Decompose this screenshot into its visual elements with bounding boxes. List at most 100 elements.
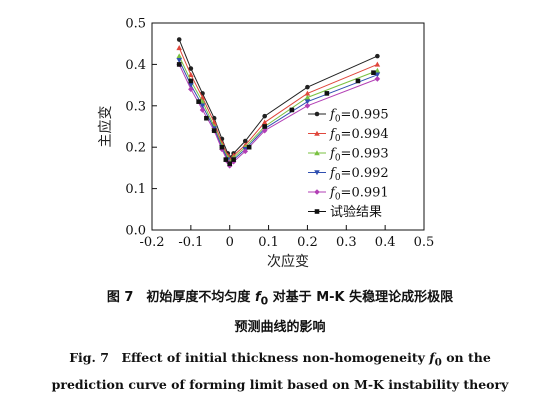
legend-value: =0.994 <box>341 127 389 142</box>
caption-en-symbol: f <box>429 350 435 365</box>
legend-label: 试验结果 <box>330 204 382 220</box>
data-point <box>261 119 268 125</box>
caption-zh-prefix: 图 7 初始厚度不均匀度 <box>106 290 255 305</box>
series-line <box>178 47 378 161</box>
legend-value: =0.993 <box>341 147 389 162</box>
data-point <box>261 127 268 134</box>
caption-en-line-2: prediction curve of forming limit based … <box>51 377 509 392</box>
legend-item-0: f0=0.995 <box>308 108 389 125</box>
y-tick-label: 0.2 <box>125 141 146 156</box>
plot-border <box>151 22 425 231</box>
legend-label: f0=0.993 <box>329 147 389 164</box>
x-tick-label: 0 <box>226 235 234 250</box>
legend-item-1: f0=0.994 <box>308 127 389 144</box>
legend-symbol-sub: 0 <box>335 115 341 125</box>
data-point <box>375 53 380 59</box>
y-tick-label: 0.3 <box>125 99 146 114</box>
x-tick-label: -0.1 <box>178 235 203 250</box>
legend-symbol-sub: 0 <box>335 134 341 144</box>
x-tick-label: 0.4 <box>375 235 396 250</box>
data-point <box>374 72 381 78</box>
forming-limit-chart: -0.2 -0.1 0 0.1 0.2 0.3 0.4 0.5 0.0 0.1 0.2 0.3 0.4 0… <box>97 17 435 271</box>
data-point <box>188 71 194 77</box>
y-tick-label: 0.0 <box>125 224 146 239</box>
data-point <box>374 67 381 73</box>
legend-label: f0=0.991 <box>329 186 389 203</box>
legend-symbol-sub: 0 <box>335 193 341 203</box>
data-point <box>188 82 194 88</box>
data-point <box>242 148 249 155</box>
legend-marker <box>314 130 320 136</box>
legend-marker <box>314 170 320 176</box>
experiment-point <box>176 62 182 67</box>
data-point <box>176 53 182 59</box>
experiment-point <box>188 78 194 84</box>
x-tick-label: -0.2 <box>139 235 164 250</box>
experiment-point <box>219 144 225 150</box>
experiment-point <box>196 99 201 104</box>
experiment-point <box>289 107 295 113</box>
data-point <box>304 90 311 96</box>
series-layer <box>176 37 381 169</box>
data-point <box>176 45 182 51</box>
legend-symbol: f <box>329 108 337 123</box>
caption-zh-sub: 0 <box>260 294 269 308</box>
x-axis-title: 次应变 <box>267 253 309 270</box>
data-point <box>199 103 206 109</box>
legend-symbol: f <box>329 186 337 201</box>
y-tick-label: 0.5 <box>125 17 146 32</box>
experiment-point <box>262 124 267 129</box>
legend-value: =0.992 <box>341 166 389 181</box>
legend-symbol: f <box>329 127 337 142</box>
y-tick-label: 0.1 <box>125 182 146 197</box>
data-point <box>188 66 194 71</box>
data-point <box>304 103 311 109</box>
legend-symbol-sub: 0 <box>335 173 341 183</box>
data-point <box>242 138 248 144</box>
y-tick-label: 0.4 <box>125 58 146 73</box>
experiment-series <box>176 62 376 167</box>
caption-zh-symbol: f <box>254 290 261 305</box>
legend-item-4: f0=0.991 <box>308 186 389 203</box>
legend-item-2: f0=0.993 <box>308 147 389 164</box>
experiment-point <box>223 157 229 162</box>
experiment-point <box>227 161 233 167</box>
legend-marker <box>314 111 320 117</box>
legend: f0=0.995f0=0.994f0=0.993f0=0.992f0=0.991… <box>308 108 389 220</box>
experiment-point <box>231 157 236 162</box>
data-point <box>176 37 182 42</box>
x-tick-label: 0.5 <box>414 235 435 250</box>
y-axis-title: 主应变 <box>97 106 114 148</box>
experiment-point <box>324 91 330 96</box>
caption-zh-line-1: 图 7 初始厚度不均匀度 f0 对基于 M-K 失稳理论成形极限 <box>0 286 560 308</box>
x-tick-label: 0.1 <box>258 235 279 250</box>
data-point <box>374 76 381 82</box>
x-tick-label: 0.2 <box>297 235 318 250</box>
legend-symbol: f <box>329 166 337 181</box>
x-tick-label: 0.3 <box>336 235 357 250</box>
data-point <box>304 99 311 105</box>
legend-label: f0=0.994 <box>329 127 389 144</box>
data-point <box>199 107 206 113</box>
legend-symbol-sub: 0 <box>335 154 341 164</box>
data-point <box>374 61 381 67</box>
caption-en-sub: 0 <box>434 356 442 369</box>
legend-label: f0=0.992 <box>329 166 389 183</box>
legend-marker <box>314 189 320 195</box>
caption-en-prefix: Fig. 7 Effect of initial thickness non-h… <box>69 350 430 365</box>
data-point <box>176 58 182 64</box>
experiment-point <box>211 128 217 133</box>
experiment-point <box>371 70 376 75</box>
data-point <box>305 84 310 90</box>
legend-value: =0.991 <box>341 186 389 201</box>
caption-zh-suffix: 对基于 M-K 失稳理论成形极限 <box>268 290 454 305</box>
experiment-point <box>204 115 209 121</box>
caption-en-line-1: Fig. 7 Effect of initial thickness non-h… <box>0 347 560 369</box>
caption-zh-line-2: 预测曲线的影响 <box>234 320 326 335</box>
legend-item-3: f0=0.992 <box>308 166 389 183</box>
caption-en-suffix: on the <box>441 350 491 365</box>
plot-frame <box>151 22 425 231</box>
experiment-point <box>246 144 252 150</box>
legend-marker <box>314 209 320 214</box>
legend-label: f0=0.995 <box>329 108 389 125</box>
